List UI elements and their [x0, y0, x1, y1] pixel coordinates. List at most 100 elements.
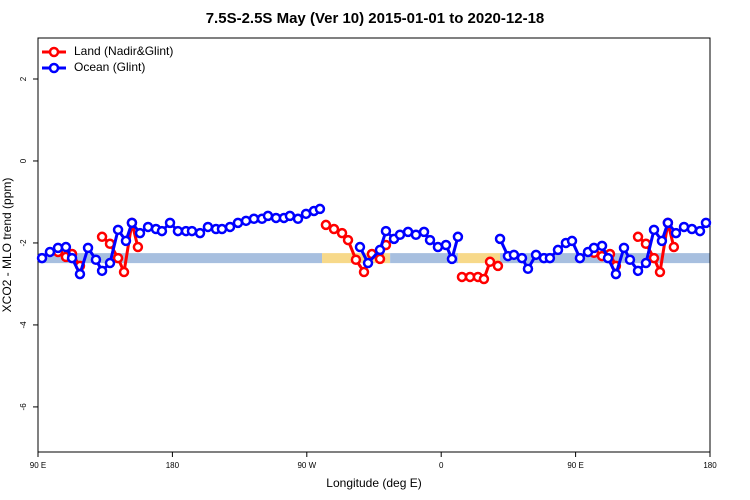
data-point [670, 227, 682, 239]
data-point [82, 242, 94, 254]
data-point [440, 239, 452, 251]
data-point [60, 241, 72, 253]
data-point [686, 223, 698, 235]
band-segment [38, 253, 323, 264]
data-point [96, 231, 108, 243]
data-point [552, 244, 564, 256]
data-point [618, 242, 630, 254]
data-point [292, 213, 304, 225]
x-tick-label: 180 [166, 461, 180, 470]
data-point [484, 256, 496, 268]
data-point [248, 213, 260, 225]
data-point [104, 257, 116, 269]
legend-marker [48, 46, 60, 58]
data-point [574, 252, 586, 264]
plot-frame [37, 37, 711, 453]
data-point [492, 260, 504, 272]
data-point [566, 235, 578, 247]
data-point [156, 225, 168, 237]
data-point [342, 234, 354, 246]
data-point [96, 265, 108, 277]
y-axis-label: XCO2 - MLO trend (ppm) [0, 178, 14, 313]
data-point [662, 217, 674, 229]
data-point [456, 271, 468, 283]
data-point [284, 210, 296, 222]
x-tick-label: 90 E [567, 461, 583, 470]
data-point [112, 224, 124, 236]
data-point [202, 221, 214, 233]
data-point [424, 234, 436, 246]
data-point [350, 254, 362, 266]
legend-label: Land (Nadir&Glint) [74, 44, 173, 58]
series-line [41, 207, 708, 276]
data-point [314, 203, 326, 215]
data-point [648, 252, 660, 264]
data-point [112, 252, 124, 264]
data-point [494, 233, 506, 245]
data-point [44, 246, 56, 258]
data-point [380, 225, 392, 237]
data-point [410, 229, 422, 241]
band-segment [390, 253, 459, 264]
data-point [640, 257, 652, 269]
data-point [418, 226, 430, 238]
data-point [216, 223, 228, 235]
data-point [164, 217, 176, 229]
data-point [194, 227, 206, 239]
data-point [596, 240, 608, 252]
data-point [66, 252, 78, 264]
data-point [172, 225, 184, 237]
data-point [354, 241, 366, 253]
y-tick-label: -2 [19, 239, 28, 247]
chart-title: 7.5S-2.5S May (Ver 10) 2015-01-01 to 202… [206, 10, 545, 27]
x-tick-label: 0 [439, 461, 444, 470]
data-point [446, 253, 458, 265]
data-point [668, 241, 680, 253]
data-point [632, 265, 644, 277]
data-point [522, 263, 534, 275]
data-point [186, 225, 198, 237]
data-point [654, 266, 666, 278]
data-point [452, 231, 464, 243]
data-point [118, 266, 130, 278]
data-point [120, 235, 132, 247]
data-point [508, 249, 520, 261]
data-point [610, 268, 622, 280]
band-segment [458, 253, 501, 264]
data-point [588, 242, 600, 254]
data-point [90, 254, 102, 266]
data-point [328, 223, 340, 235]
data-point [232, 217, 244, 229]
data-point [320, 219, 332, 231]
y-tick-label: 0 [19, 158, 28, 163]
data-point [374, 253, 386, 265]
data-point [656, 235, 668, 247]
data-point [394, 229, 406, 241]
data-point [624, 254, 636, 266]
x-tick-label: 90 E [30, 461, 46, 470]
data-point [694, 225, 706, 237]
x-axis-label: Longitude (deg E) [326, 476, 421, 490]
data-point [648, 224, 660, 236]
data-point [374, 244, 386, 256]
data-point [516, 252, 528, 264]
data-point [132, 241, 144, 253]
y-tick-label: 2 [19, 76, 28, 81]
legend-label: Ocean (Glint) [74, 60, 145, 74]
data-point [134, 227, 146, 239]
data-point [478, 273, 490, 285]
legend-marker [48, 62, 60, 74]
data-point [262, 210, 274, 222]
y-tick-label: -6 [19, 403, 28, 411]
data-point [336, 227, 348, 239]
data-point [544, 252, 556, 264]
data-point [432, 241, 444, 253]
data-point [700, 217, 712, 229]
data-point [224, 221, 236, 233]
data-point [74, 268, 86, 280]
x-tick-label: 180 [703, 461, 717, 470]
data-point [358, 266, 370, 278]
data-point [126, 217, 138, 229]
